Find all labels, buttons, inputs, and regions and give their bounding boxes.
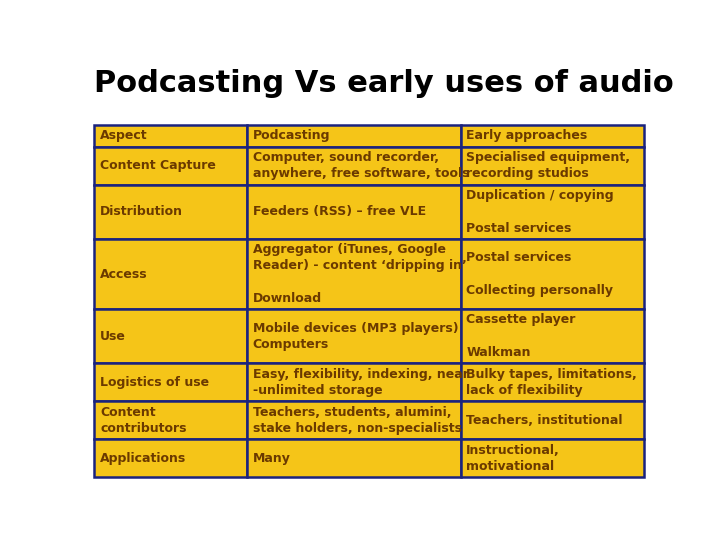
Bar <box>247 125 461 147</box>
Text: Easy, flexibility, indexing, near
-unlimited storage: Easy, flexibility, indexing, near -unlim… <box>253 368 469 397</box>
Bar <box>94 147 247 185</box>
Bar <box>247 185 461 239</box>
Text: Podcasting: Podcasting <box>253 130 330 143</box>
Text: Logistics of use: Logistics of use <box>100 376 210 389</box>
Bar <box>94 440 247 477</box>
Text: Many: Many <box>253 452 291 465</box>
Text: Aggregator (iTunes, Google
Reader) - content ‘dripping in’

Download: Aggregator (iTunes, Google Reader) - con… <box>253 243 467 305</box>
Bar <box>94 401 247 440</box>
Text: Aspect: Aspect <box>100 130 148 143</box>
Bar <box>94 363 247 401</box>
Text: Instructional,
motivational: Instructional, motivational <box>467 443 560 473</box>
Bar <box>461 239 644 309</box>
Text: Computer, sound recorder,
anywhere, free software, tools: Computer, sound recorder, anywhere, free… <box>253 151 469 180</box>
Bar <box>94 125 247 147</box>
Bar <box>247 239 461 309</box>
Bar <box>461 401 644 440</box>
Bar <box>247 147 461 185</box>
Text: Feeders (RSS) – free VLE: Feeders (RSS) – free VLE <box>253 205 426 218</box>
Bar <box>247 309 461 363</box>
Text: Postal services

Collecting personally: Postal services Collecting personally <box>467 251 613 297</box>
Text: Duplication / copying

Postal services: Duplication / copying Postal services <box>467 189 614 235</box>
Bar <box>247 440 461 477</box>
Text: Use: Use <box>100 330 126 343</box>
Text: Specialised equipment,
recording studios: Specialised equipment, recording studios <box>467 151 630 180</box>
Text: Content
contributors: Content contributors <box>100 406 186 435</box>
Bar <box>461 440 644 477</box>
Bar <box>247 363 461 401</box>
Text: Teachers, students, alumini,
stake holders, non-specialists: Teachers, students, alumini, stake holde… <box>253 406 462 435</box>
Bar <box>247 401 461 440</box>
Bar <box>461 147 644 185</box>
Text: Teachers, institutional: Teachers, institutional <box>467 414 623 427</box>
Text: Applications: Applications <box>100 452 186 465</box>
Bar <box>461 185 644 239</box>
Bar <box>94 185 247 239</box>
Text: Bulky tapes, limitations,
lack of flexibility: Bulky tapes, limitations, lack of flexib… <box>467 368 637 397</box>
Text: Access: Access <box>100 268 148 281</box>
Text: Early approaches: Early approaches <box>467 130 588 143</box>
Bar <box>94 309 247 363</box>
Text: Content Capture: Content Capture <box>100 159 216 172</box>
Bar <box>461 363 644 401</box>
Text: Podcasting Vs early uses of audio: Podcasting Vs early uses of audio <box>94 69 674 98</box>
Text: Mobile devices (MP3 players)
Computers: Mobile devices (MP3 players) Computers <box>253 322 459 351</box>
Bar <box>94 239 247 309</box>
Bar <box>461 309 644 363</box>
Text: Cassette player

Walkman: Cassette player Walkman <box>467 313 576 360</box>
Text: Distribution: Distribution <box>100 205 183 218</box>
Bar <box>461 125 644 147</box>
